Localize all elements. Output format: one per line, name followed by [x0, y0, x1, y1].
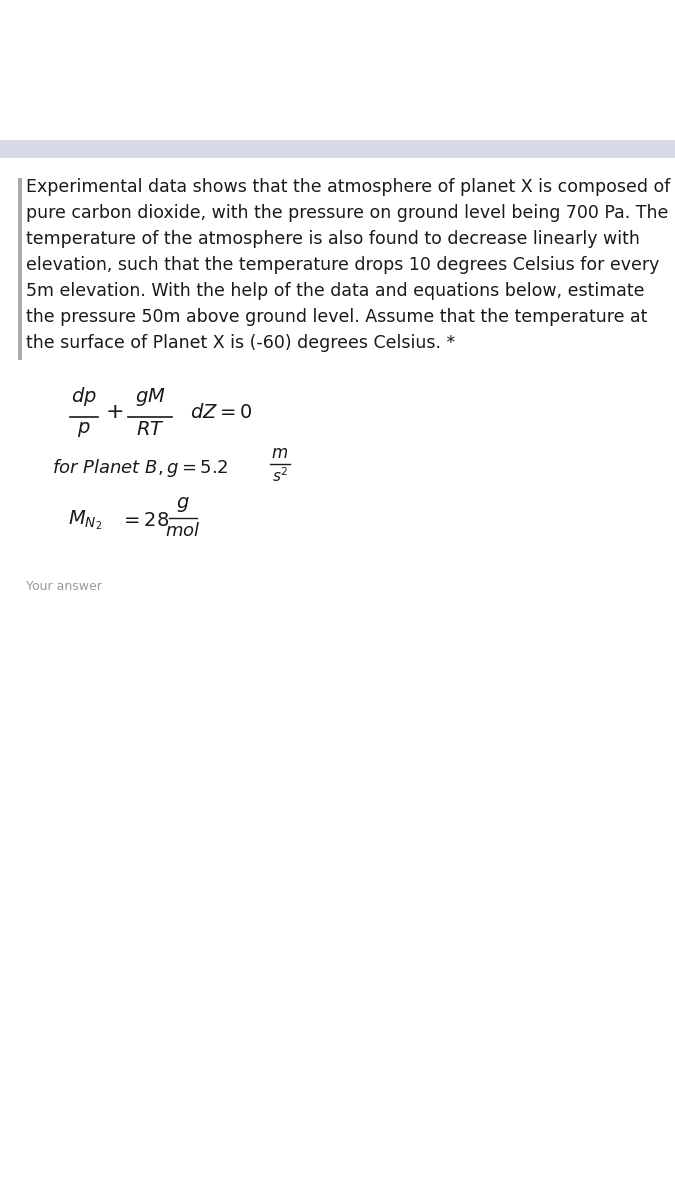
Text: $m$: $m$: [271, 444, 288, 462]
Text: $gM$: $gM$: [135, 386, 165, 408]
Text: $p$: $p$: [77, 420, 90, 439]
Text: $RT$: $RT$: [136, 420, 164, 439]
Text: Experimental data shows that the atmosphere of planet X is composed of: Experimental data shows that the atmosph…: [26, 178, 670, 196]
Text: 5m elevation. With the help of the data and equations below, estimate: 5m elevation. With the help of the data …: [26, 282, 645, 300]
Text: pure carbon dioxide, with the pressure on ground level being 700 Pa. The: pure carbon dioxide, with the pressure o…: [26, 204, 668, 222]
Text: $s^2$: $s^2$: [272, 466, 288, 485]
Text: Your answer: Your answer: [26, 580, 102, 593]
Text: temperature of the atmosphere is also found to decrease linearly with: temperature of the atmosphere is also fo…: [26, 230, 640, 248]
Text: the surface of Planet X is (-60) degrees Celsius. *: the surface of Planet X is (-60) degrees…: [26, 334, 455, 352]
Text: $= 28$: $= 28$: [120, 510, 169, 529]
Text: $g$: $g$: [176, 494, 190, 514]
Bar: [18, 178, 22, 360]
Text: $M_{N_2}$: $M_{N_2}$: [68, 508, 102, 532]
Text: the pressure 50m above ground level. Assume that the temperature at: the pressure 50m above ground level. Ass…: [26, 308, 647, 326]
Bar: [0, 140, 675, 158]
Text: $dp$: $dp$: [71, 385, 97, 408]
Text: $mol$: $mol$: [165, 522, 200, 540]
Text: $dZ = 0$: $dZ = 0$: [190, 402, 252, 421]
Text: elevation, such that the temperature drops 10 degrees Celsius for every: elevation, such that the temperature dro…: [26, 256, 659, 274]
Text: $for\ Planet\ B, g = 5.2$: $for\ Planet\ B, g = 5.2$: [52, 457, 228, 479]
Text: $+$: $+$: [105, 402, 123, 422]
